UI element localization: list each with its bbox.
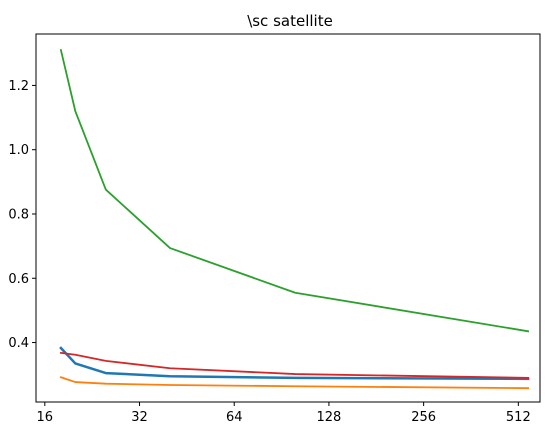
y-tick-label: 0.8 <box>8 207 29 222</box>
x-tick-label: 16 <box>37 410 54 425</box>
x-tick-label: 512 <box>506 410 531 425</box>
series-line-2 <box>59 376 530 390</box>
plot-frame <box>35 33 541 403</box>
series-line-4 <box>59 351 530 379</box>
y-tick-label: 1.0 <box>8 143 29 158</box>
y-tick-label: 0.4 <box>8 336 29 351</box>
y-axis: 0.4 0.6 0.8 1.0 1.2 <box>8 79 36 351</box>
series-line-1 <box>59 346 530 381</box>
chart-title: \sc satellite <box>247 12 333 30</box>
y-tick-label: 1.2 <box>8 79 29 94</box>
x-axis: 16 32 64 128 256 512 <box>37 402 531 425</box>
x-tick-label: 32 <box>131 410 148 425</box>
series-line-3 <box>59 48 530 333</box>
y-tick-label: 0.6 <box>8 272 29 287</box>
x-tick-label: 64 <box>226 410 243 425</box>
series-group <box>59 48 530 390</box>
x-tick-label: 128 <box>317 410 342 425</box>
x-tick-label: 256 <box>411 410 436 425</box>
